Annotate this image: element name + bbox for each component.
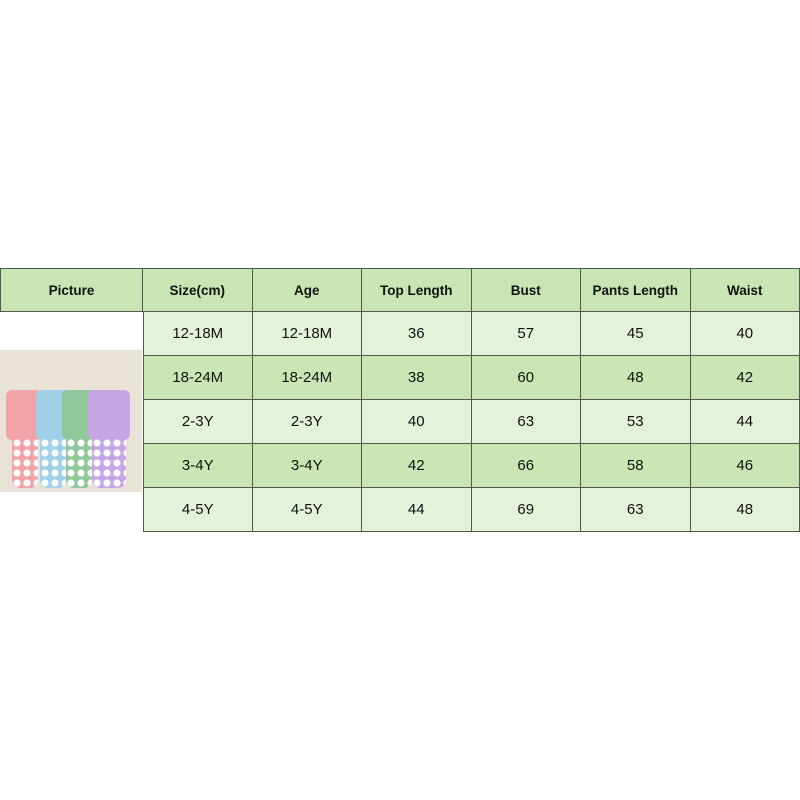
cell-top-length: 42: [362, 444, 472, 488]
cell-age: 18-24M: [252, 356, 362, 400]
product-picture: [0, 350, 142, 492]
cell-size: 4-5Y: [143, 488, 253, 532]
cell-size: 2-3Y: [143, 400, 253, 444]
cell-top-length: 36: [362, 312, 472, 356]
cell-bust: 66: [471, 444, 581, 488]
cell-waist: 44: [690, 400, 800, 444]
pants-green: [66, 438, 92, 488]
cell-pants-length: 48: [581, 356, 691, 400]
cell-pants-length: 63: [581, 488, 691, 532]
cell-age: 4-5Y: [252, 488, 362, 532]
pants-blue: [40, 438, 66, 488]
cell-size: 3-4Y: [143, 444, 253, 488]
header-top-length: Top Length: [362, 268, 472, 312]
cell-waist: 42: [690, 356, 800, 400]
header-size: Size(cm): [143, 268, 253, 312]
header-pants-length: Pants Length: [581, 268, 691, 312]
table-row: 2-3Y 2-3Y 40 63 53 44: [0, 400, 800, 444]
header-bust: Bust: [471, 268, 581, 312]
header-waist: Waist: [690, 268, 800, 312]
cell-top-length: 38: [362, 356, 472, 400]
table-row: 12-18M 12-18M 36 57 45 40: [0, 312, 800, 356]
cell-bust: 60: [471, 356, 581, 400]
cell-waist: 48: [690, 488, 800, 532]
header-age: Age: [252, 268, 362, 312]
header-row: Picture Size(cm) Age Top Length Bust Pan…: [0, 268, 800, 312]
cell-bust: 69: [471, 488, 581, 532]
cell-waist: 46: [690, 444, 800, 488]
cell-pants-length: 45: [581, 312, 691, 356]
picture-cell: [0, 312, 143, 356]
cell-age: 12-18M: [252, 312, 362, 356]
cell-pants-length: 58: [581, 444, 691, 488]
cell-top-length: 40: [362, 400, 472, 444]
picture-cell: [0, 488, 143, 532]
pants-pink: [12, 438, 38, 488]
pants-purple: [92, 438, 126, 488]
cell-waist: 40: [690, 312, 800, 356]
shirt-purple: [88, 390, 130, 440]
cell-age: 2-3Y: [252, 400, 362, 444]
table-row: 4-5Y 4-5Y 44 69 63 48: [0, 488, 800, 532]
cell-size: 12-18M: [143, 312, 253, 356]
header-picture: Picture: [0, 268, 143, 312]
cell-bust: 63: [471, 400, 581, 444]
cell-size: 18-24M: [143, 356, 253, 400]
cell-age: 3-4Y: [252, 444, 362, 488]
cell-top-length: 44: [362, 488, 472, 532]
cell-bust: 57: [471, 312, 581, 356]
cell-pants-length: 53: [581, 400, 691, 444]
